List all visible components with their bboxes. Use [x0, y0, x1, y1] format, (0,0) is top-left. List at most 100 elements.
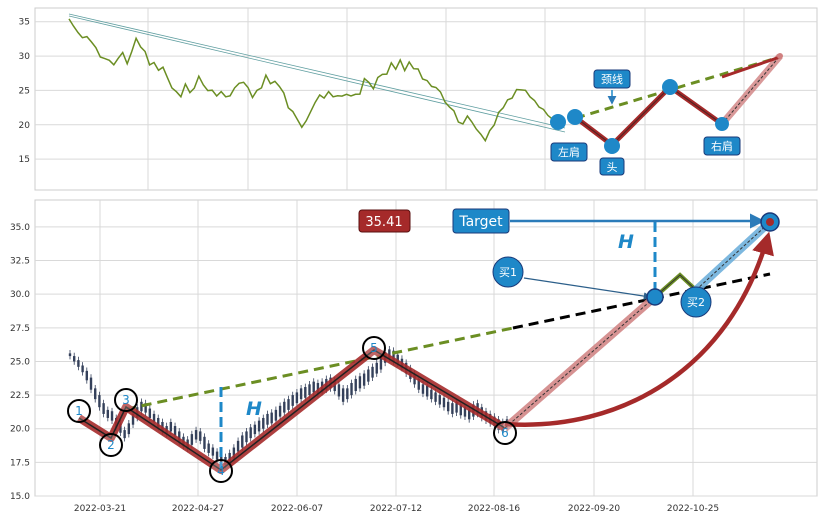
candle-body [102, 403, 105, 414]
bottom-height-label-left: H [246, 398, 262, 420]
candle-body [316, 382, 320, 394]
point-1: 1 [67, 399, 91, 423]
point-4: 4 [209, 459, 233, 483]
svg-text:6: 6 [501, 426, 509, 440]
bottom-target-band-dash [695, 221, 771, 291]
candle-body [215, 451, 219, 460]
bottom-buy2-text: 买2 [687, 296, 705, 309]
candle-body [375, 362, 378, 374]
candle-body [295, 392, 299, 404]
top-trend-line-a [68, 13, 566, 129]
candle-body [98, 395, 101, 408]
top-label-head: 头 [599, 157, 625, 176]
top-grid [35, 8, 817, 190]
candle-body [152, 413, 156, 422]
candle-body [77, 360, 80, 367]
candle-body [262, 417, 265, 429]
bottom-buy1-point [646, 288, 664, 306]
candle-body [278, 405, 282, 417]
candle-body [459, 404, 462, 416]
candle-body [173, 426, 177, 436]
top-label-left-shoulder-text: 左肩 [558, 145, 580, 159]
top-y-tick-label: 20 [19, 121, 31, 131]
candle-body [253, 424, 257, 435]
bottom-y-ticks: 15.0 17.5 20.0 22.5 25.0 27.5 30.0 32.5 35.0 [10, 223, 30, 502]
candle-body [430, 389, 433, 400]
svg-text:3: 3 [122, 393, 130, 407]
candle-body [220, 454, 223, 463]
bottom-y-tick-label: 25.0 [10, 357, 30, 367]
candle-body [358, 376, 362, 389]
candle-body [211, 447, 215, 456]
candle-body [127, 423, 131, 435]
bottom-target-text: Target [458, 214, 503, 230]
top-y-tick-label: 15 [19, 155, 30, 165]
candle-body [312, 381, 315, 393]
top-y-tick-label: 25 [19, 86, 30, 96]
bottom-rise-band-dash [504, 296, 656, 429]
bottom-curved-arrow [504, 231, 774, 427]
point-3: 3 [114, 388, 138, 412]
bottom-neckline [125, 326, 514, 411]
top-price-line [68, 18, 559, 143]
candle-body [291, 395, 294, 406]
top-panel: 15 20 25 30 35 颈线 左肩 头 [19, 7, 818, 191]
candle-body [266, 413, 269, 425]
top-marker-left-shoulder [567, 109, 583, 125]
point-2: 2 [99, 433, 123, 457]
bottom-x-tick-label: 2022-09-20 [568, 504, 621, 514]
candle-body [413, 373, 416, 385]
candle-body [270, 412, 273, 424]
candle-body [438, 395, 441, 405]
candle-body [199, 431, 202, 441]
candle-body [194, 430, 198, 440]
candle-body [367, 369, 370, 382]
svg-text:4: 4 [217, 464, 225, 478]
candle-body [287, 399, 290, 410]
candle-body [379, 357, 383, 370]
bottom-price-badge: 35.41 [358, 209, 411, 233]
candle-body [190, 434, 194, 445]
candle-body [274, 409, 278, 421]
candle-body [425, 385, 429, 397]
candle-body [144, 403, 147, 413]
bottom-y-tick-label: 32.5 [10, 257, 30, 267]
bottom-x-tick-label: 2022-03-21 [74, 504, 126, 514]
top-label-left-shoulder: 左肩 [550, 142, 588, 162]
top-label-neckline: 颈线 [593, 69, 631, 105]
candle-body [236, 440, 240, 452]
bottom-buy1-badge: 买1 [492, 256, 524, 288]
top-rise-projection [719, 53, 783, 127]
candle-body [446, 401, 450, 412]
candle-body [68, 353, 72, 357]
bottom-y-tick-label: 15.0 [10, 492, 30, 502]
top-trend-line-b [68, 15, 566, 133]
candle-body [245, 431, 248, 443]
bottom-buy2-badge: 买2 [680, 286, 712, 318]
candle-body [455, 401, 458, 413]
candle-body [73, 356, 76, 362]
bottom-target-point-core [766, 218, 774, 226]
candle-body [396, 354, 399, 365]
candle-body [463, 407, 467, 417]
candle-body [89, 377, 93, 390]
bottom-y-tick-label: 27.5 [10, 324, 30, 334]
bottom-x-ticks: 2022-03-21 2022-04-27 2022-06-07 2022-07-12… [74, 504, 719, 514]
candle-body [94, 388, 97, 400]
candle-body [123, 430, 126, 439]
bottom-x-tick-label: 2022-07-12 [370, 504, 422, 514]
top-marker-peak [662, 79, 678, 95]
bottom-panel: 15.0 17.5 20.0 22.5 25.0 27.5 30.0 32.5 35.0 202… [10, 199, 818, 514]
candle-body [257, 420, 261, 432]
candle-body [362, 373, 366, 386]
bottom-y-tick-label: 20.0 [10, 425, 30, 435]
candle-body [337, 384, 341, 397]
candle-body [421, 384, 425, 394]
candle-body [354, 378, 357, 392]
candle-body [341, 388, 345, 402]
candle-body [467, 409, 471, 420]
candle-body [110, 411, 114, 421]
candle-body [417, 378, 420, 390]
candle-body [442, 397, 446, 408]
